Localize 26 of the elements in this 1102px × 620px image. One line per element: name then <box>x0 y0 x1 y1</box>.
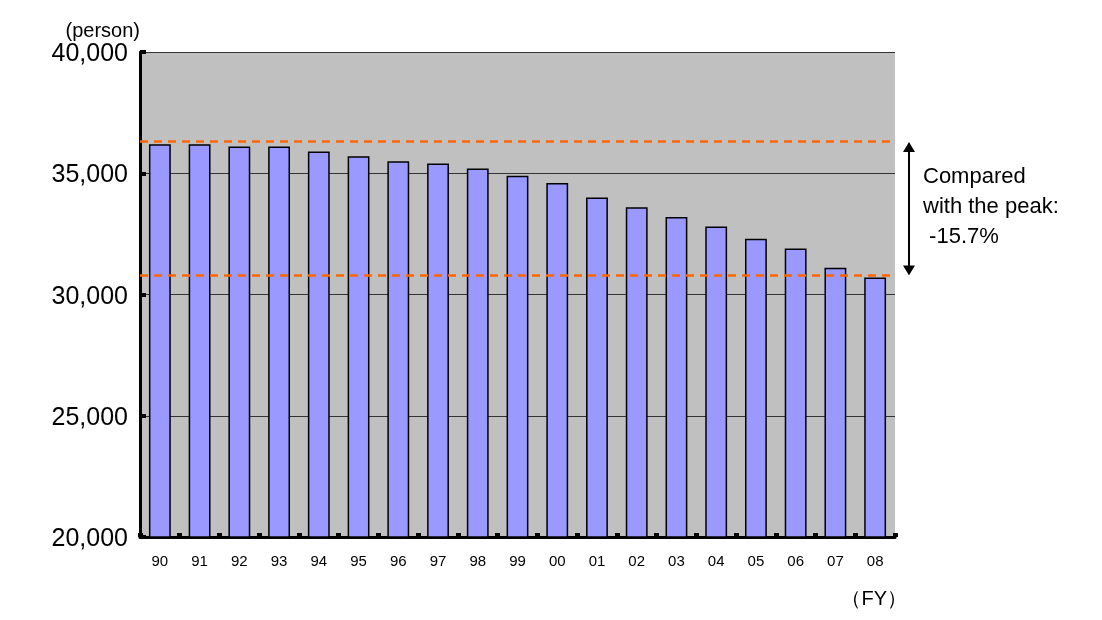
x-tick-label: 97 <box>429 552 447 569</box>
x-tick-label: 08 <box>866 552 884 569</box>
x-tick-label: 96 <box>389 552 407 569</box>
y-tick-label: 35,000 <box>51 159 128 188</box>
text: Compared with the peak: -15.7% <box>922 162 1059 248</box>
x-tick-label: 03 <box>668 552 685 569</box>
x-tick-label: 94 <box>310 552 328 569</box>
y-tick-label: 25,000 <box>51 401 128 430</box>
x-tick-label: 00 <box>548 552 566 569</box>
x-tick-label: 02 <box>628 552 646 569</box>
x-tick-label: 90 <box>151 552 169 569</box>
x-tick-label: 93 <box>270 552 288 569</box>
y-tick-label: 30,000 <box>51 280 128 309</box>
y-axis-title: (person) <box>65 18 140 41</box>
x-tick-label: 01 <box>588 552 606 569</box>
x-tick-label: 99 <box>509 552 526 569</box>
x-axis-title: （FY） <box>841 587 908 609</box>
x-tick-label: 95 <box>350 552 367 569</box>
x-tick-label: 91 <box>191 552 208 569</box>
x-tick-label: 05 <box>747 552 765 569</box>
x-tick-label: 92 <box>231 552 248 569</box>
x-tick-label: 07 <box>827 552 844 569</box>
y-tick-label: 20,000 <box>51 523 128 551</box>
x-tick-label: 98 <box>469 552 487 569</box>
x-tick-label: 06 <box>787 552 804 569</box>
x-tick-label: 04 <box>707 552 725 569</box>
